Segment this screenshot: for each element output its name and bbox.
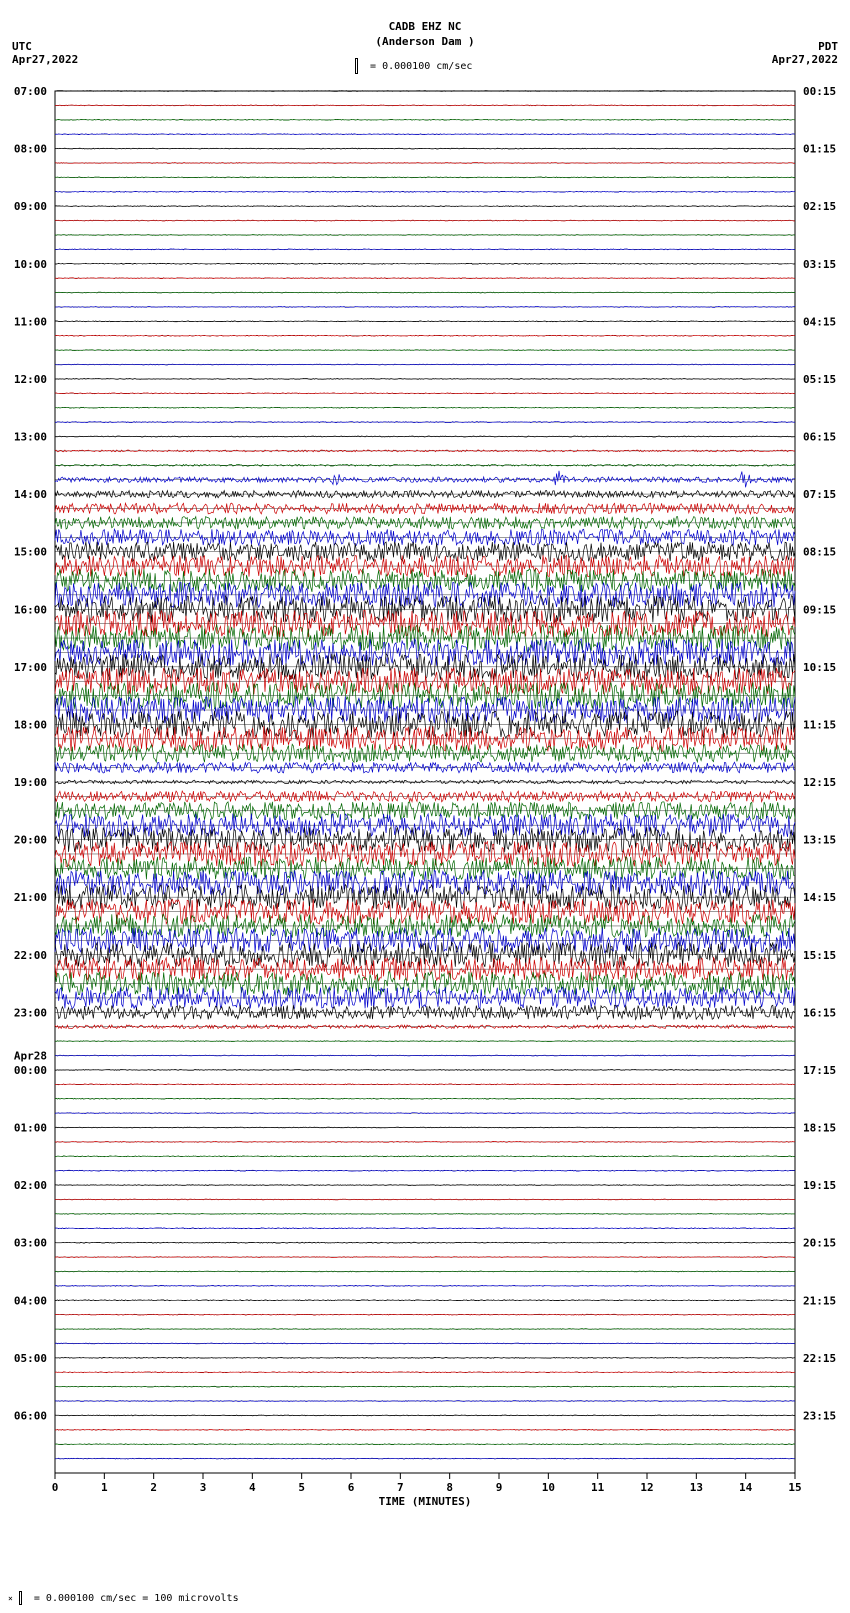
svg-text:08:15: 08:15 — [803, 546, 836, 559]
svg-text:07:15: 07:15 — [803, 488, 836, 501]
svg-text:19:00: 19:00 — [14, 776, 47, 789]
svg-text:09:00: 09:00 — [14, 200, 47, 213]
svg-text:16:15: 16:15 — [803, 1006, 836, 1019]
footer-text: = 0.000100 cm/sec = 100 microvolts — [34, 1593, 239, 1604]
seismogram-svg: 07:0008:0009:0010:0011:0012:0013:0014:00… — [55, 88, 795, 1518]
scale-indicator: = 0.000100 cm/sec — [355, 58, 472, 74]
svg-text:5: 5 — [298, 1481, 305, 1494]
svg-text:19:15: 19:15 — [803, 1179, 836, 1192]
tz-left-label: UTC — [12, 40, 32, 53]
svg-text:13:15: 13:15 — [803, 834, 836, 847]
svg-text:13:00: 13:00 — [14, 431, 47, 444]
svg-text:20:15: 20:15 — [803, 1237, 836, 1250]
svg-text:09:15: 09:15 — [803, 603, 836, 616]
svg-text:8: 8 — [446, 1481, 453, 1494]
svg-text:22:15: 22:15 — [803, 1352, 836, 1365]
svg-text:01:00: 01:00 — [14, 1122, 47, 1135]
station-title: CADB EHZ NC — [0, 20, 850, 33]
svg-text:04:15: 04:15 — [803, 315, 836, 328]
svg-text:03:00: 03:00 — [14, 1237, 47, 1250]
svg-text:15: 15 — [788, 1481, 801, 1494]
svg-text:14:15: 14:15 — [803, 891, 836, 904]
svg-text:12:15: 12:15 — [803, 776, 836, 789]
svg-text:11:00: 11:00 — [14, 315, 47, 328]
svg-text:Apr28: Apr28 — [14, 1050, 47, 1063]
svg-text:16:00: 16:00 — [14, 603, 47, 616]
seismogram-container: CADB EHZ NC (Anderson Dam ) = 0.000100 c… — [0, 0, 850, 1613]
svg-text:05:15: 05:15 — [803, 373, 836, 386]
svg-text:05:00: 05:00 — [14, 1352, 47, 1365]
svg-text:3: 3 — [200, 1481, 207, 1494]
svg-text:0: 0 — [52, 1481, 59, 1494]
tz-right-label: PDT — [818, 40, 838, 53]
footer-prefix: × — [8, 1594, 13, 1603]
date-right: Apr27,2022 — [772, 53, 838, 66]
svg-text:23:15: 23:15 — [803, 1409, 836, 1422]
svg-text:13: 13 — [690, 1481, 703, 1494]
svg-text:17:00: 17:00 — [14, 661, 47, 674]
svg-text:02:00: 02:00 — [14, 1179, 47, 1192]
svg-text:02:15: 02:15 — [803, 200, 836, 213]
svg-text:00:00: 00:00 — [14, 1064, 47, 1077]
scale-text: = 0.000100 cm/sec — [370, 61, 472, 72]
svg-text:08:00: 08:00 — [14, 143, 47, 156]
svg-text:23:00: 23:00 — [14, 1006, 47, 1019]
location-title: (Anderson Dam ) — [0, 35, 850, 48]
svg-text:2: 2 — [150, 1481, 157, 1494]
svg-text:6: 6 — [348, 1481, 355, 1494]
svg-text:01:15: 01:15 — [803, 143, 836, 156]
svg-text:11:15: 11:15 — [803, 718, 836, 731]
svg-text:06:15: 06:15 — [803, 431, 836, 444]
svg-text:15:00: 15:00 — [14, 546, 47, 559]
svg-text:7: 7 — [397, 1481, 404, 1494]
svg-text:9: 9 — [496, 1481, 503, 1494]
svg-text:14: 14 — [739, 1481, 753, 1494]
svg-text:00:15: 00:15 — [803, 85, 836, 98]
svg-text:10:00: 10:00 — [14, 258, 47, 271]
svg-text:21:15: 21:15 — [803, 1294, 836, 1307]
footer-scale: × = 0.000100 cm/sec = 100 microvolts — [8, 1591, 239, 1605]
scale-bar-icon — [355, 58, 358, 74]
svg-text:11: 11 — [591, 1481, 605, 1494]
footer-scale-bar-icon — [19, 1591, 22, 1605]
svg-text:03:15: 03:15 — [803, 258, 836, 271]
svg-text:21:00: 21:00 — [14, 891, 47, 904]
svg-text:06:00: 06:00 — [14, 1409, 47, 1422]
svg-text:20:00: 20:00 — [14, 834, 47, 847]
plot-area: 07:0008:0009:0010:0011:0012:0013:0014:00… — [55, 88, 795, 1518]
svg-text:22:00: 22:00 — [14, 949, 47, 962]
svg-text:12:00: 12:00 — [14, 373, 47, 386]
svg-text:15:15: 15:15 — [803, 949, 836, 962]
svg-text:14:00: 14:00 — [14, 488, 47, 501]
svg-text:18:15: 18:15 — [803, 1122, 836, 1135]
svg-text:18:00: 18:00 — [14, 718, 47, 731]
date-left: Apr27,2022 — [12, 53, 78, 66]
svg-text:07:00: 07:00 — [14, 85, 47, 98]
svg-text:04:00: 04:00 — [14, 1294, 47, 1307]
svg-text:TIME (MINUTES): TIME (MINUTES) — [379, 1495, 472, 1508]
svg-text:4: 4 — [249, 1481, 256, 1494]
svg-text:17:15: 17:15 — [803, 1064, 836, 1077]
svg-text:12: 12 — [640, 1481, 653, 1494]
svg-text:1: 1 — [101, 1481, 108, 1494]
svg-text:10:15: 10:15 — [803, 661, 836, 674]
svg-text:10: 10 — [542, 1481, 555, 1494]
